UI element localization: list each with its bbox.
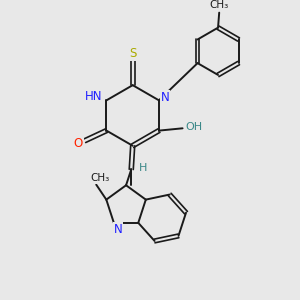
Text: N: N xyxy=(161,91,170,104)
Text: N: N xyxy=(114,223,123,236)
Text: S: S xyxy=(129,47,136,60)
Text: H: H xyxy=(139,163,148,173)
Text: HN: HN xyxy=(85,90,102,104)
Text: O: O xyxy=(74,137,83,150)
Text: CH₃: CH₃ xyxy=(90,173,109,183)
Text: OH: OH xyxy=(185,122,202,132)
Text: CH₃: CH₃ xyxy=(210,0,229,11)
